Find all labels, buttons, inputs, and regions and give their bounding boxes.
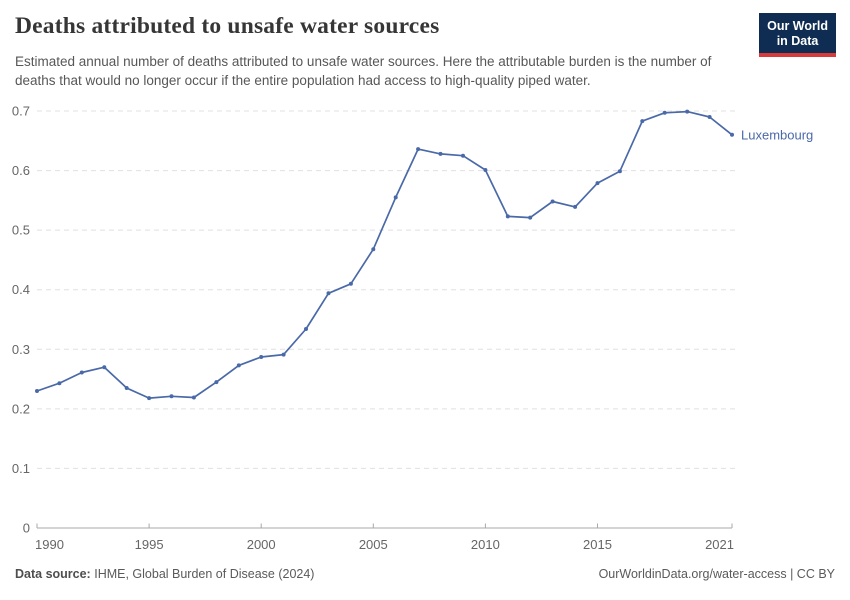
data-point[interactable] [662, 110, 667, 115]
y-tick-label: 0.7 [12, 104, 30, 119]
data-point[interactable] [348, 281, 353, 286]
page-title: Deaths attributed to unsafe water source… [15, 13, 440, 39]
y-tick-label: 0.5 [12, 223, 30, 238]
data-point[interactable] [259, 355, 264, 359]
data-point[interactable] [595, 181, 600, 186]
logo-line-1: Our World [767, 19, 828, 33]
y-tick-label: 0.4 [12, 282, 30, 297]
data-source-label: Data source: [15, 567, 91, 581]
data-point[interactable] [191, 395, 196, 400]
license-note[interactable]: OurWorldinData.org/water-access | CC BY [598, 567, 835, 581]
x-tick-label: 1995 [135, 537, 164, 552]
y-tick-label: 0 [23, 521, 30, 536]
data-point[interactable] [707, 115, 712, 119]
logo-line-2: in Data [776, 34, 819, 48]
x-tick-label: 2000 [247, 537, 276, 552]
data-point[interactable] [730, 132, 734, 137]
data-point[interactable] [505, 214, 510, 219]
data-point[interactable] [214, 380, 219, 385]
entity-label[interactable]: Luxembourg [741, 127, 813, 142]
data-point[interactable] [304, 327, 308, 331]
data-point[interactable] [438, 151, 443, 156]
data-point[interactable] [393, 195, 398, 200]
y-tick-label: 0.3 [12, 342, 30, 357]
data-point[interactable] [550, 199, 555, 204]
x-tick-label: 1990 [35, 537, 64, 552]
data-point[interactable] [483, 168, 488, 172]
data-point[interactable] [416, 147, 421, 152]
data-point[interactable] [169, 394, 174, 399]
data-point[interactable] [371, 247, 376, 252]
data-point[interactable] [281, 352, 286, 357]
x-tick-label: 2005 [359, 537, 388, 552]
data-source-value: IHME, Global Burden of Disease (2024) [94, 567, 315, 581]
owid-logo[interactable]: Our World in Data [759, 13, 836, 57]
x-tick-label: 2015 [583, 537, 612, 552]
y-tick-label: 0.1 [12, 461, 30, 476]
data-point[interactable] [57, 381, 62, 386]
chart-subtitle: Estimated annual number of deaths attrib… [15, 54, 712, 89]
data-source-note: Data source: IHME, Global Burden of Dise… [15, 567, 314, 581]
data-point[interactable] [528, 215, 533, 220]
y-tick-label: 0.6 [12, 163, 30, 178]
data-point[interactable] [640, 119, 645, 124]
data-point[interactable] [573, 204, 578, 209]
data-point[interactable] [461, 153, 465, 158]
x-tick-label: 2010 [471, 537, 500, 552]
data-point[interactable] [79, 370, 84, 375]
data-point[interactable] [617, 169, 622, 174]
data-point[interactable] [147, 396, 152, 401]
data-point[interactable] [124, 386, 129, 390]
y-tick-label: 0.2 [12, 401, 30, 416]
data-point[interactable] [236, 363, 241, 368]
series-line[interactable] [36, 110, 733, 399]
data-point[interactable] [102, 365, 107, 370]
x-tick-label: 2021 [705, 537, 734, 552]
data-point[interactable] [685, 109, 690, 114]
data-point[interactable] [326, 291, 331, 296]
data-point[interactable] [35, 389, 39, 393]
